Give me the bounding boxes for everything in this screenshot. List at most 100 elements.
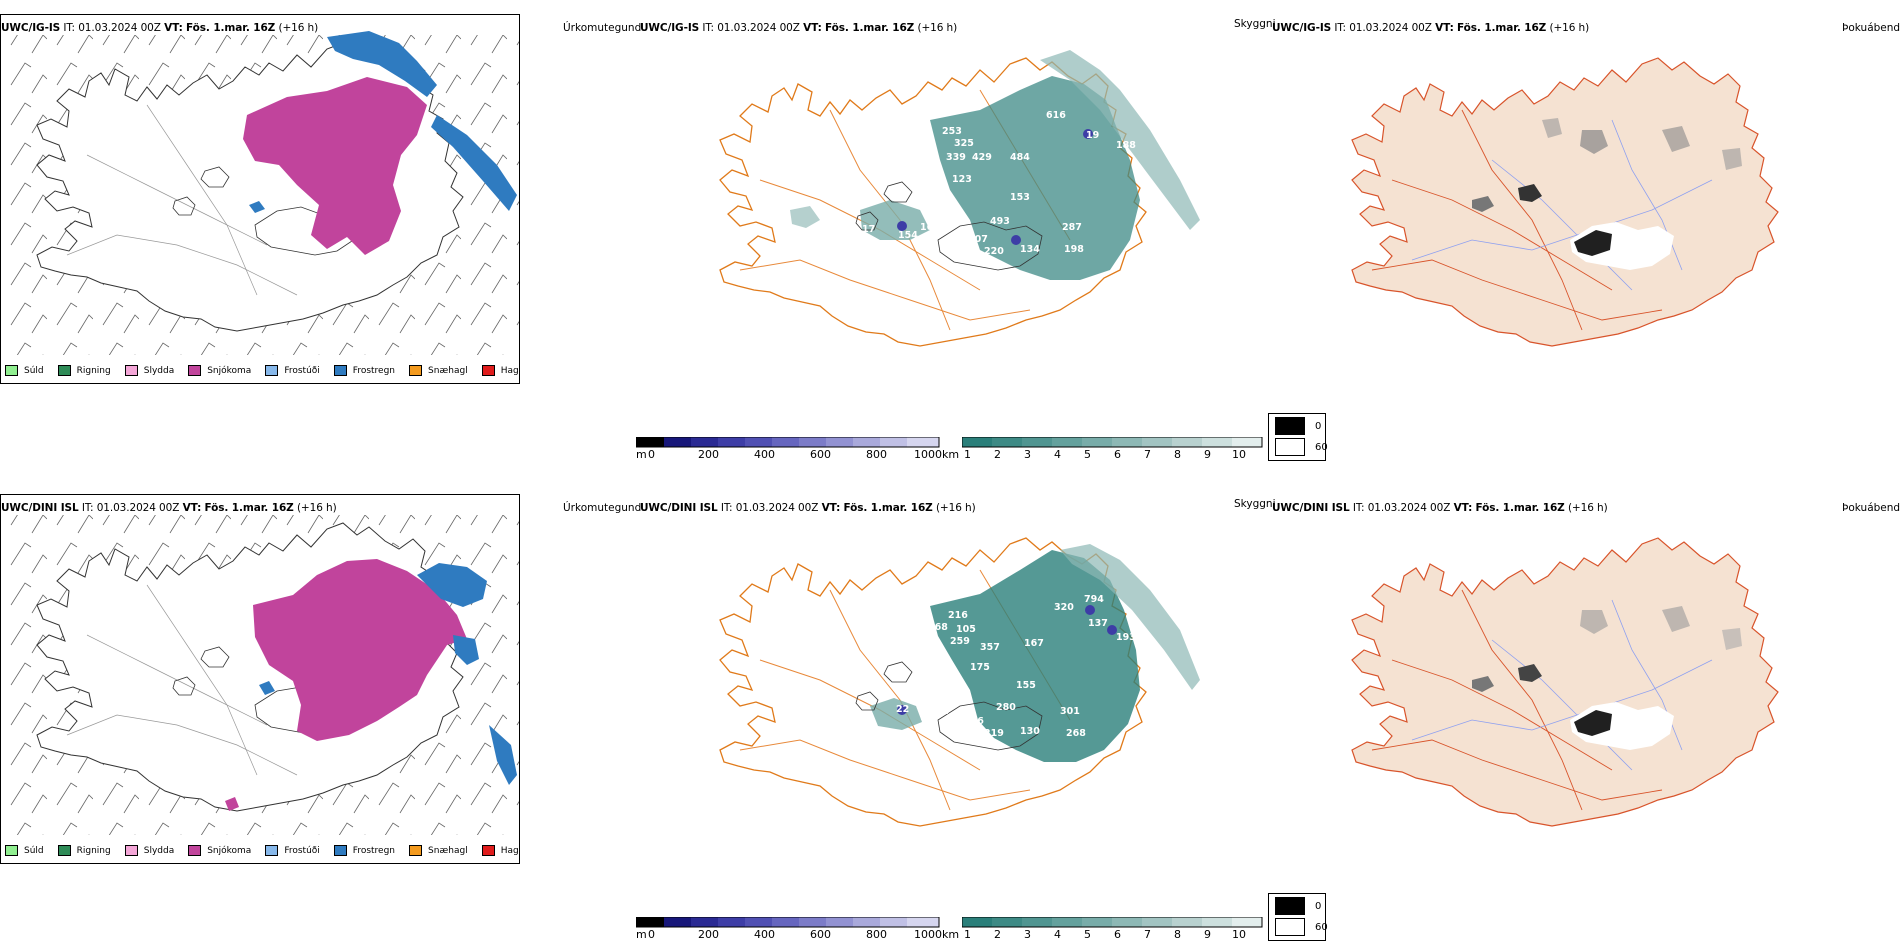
vt-label: VT: bbox=[182, 502, 202, 514]
legend-label: Frostúði bbox=[284, 365, 320, 376]
model-name: UWC/DINI ISL bbox=[640, 502, 718, 514]
vt-label: VT: bbox=[821, 502, 841, 514]
snow-label: 0 bbox=[1315, 900, 1322, 912]
it-value: 01.03.2024 00Z bbox=[735, 502, 819, 514]
legend-swatch bbox=[5, 845, 18, 856]
legend-item: Snæhagl bbox=[409, 845, 468, 856]
vt-value: Fös. 1.mar. 16Z bbox=[204, 502, 294, 514]
colorbar-unit: km bbox=[942, 928, 960, 941]
legend-item: Frostúði bbox=[265, 365, 320, 376]
legend-item: Snjókoma bbox=[188, 845, 251, 856]
cloud-number: 134 bbox=[1020, 244, 1040, 255]
cloud-number: 22 bbox=[896, 704, 909, 715]
cloud-visibility-map-top: 253 325 339 429 484 616 19 188 123 153 4… bbox=[640, 14, 1280, 464]
legend-item: Haglél bbox=[481, 365, 519, 376]
legend-swatch bbox=[57, 365, 71, 376]
low-visibility-area bbox=[930, 76, 1140, 280]
cloud-number: 616 bbox=[1046, 110, 1066, 121]
legend-swatch bbox=[265, 845, 279, 856]
snow-label: 0 bbox=[1315, 420, 1322, 432]
model-name: UWC/DINI ISL bbox=[1272, 502, 1350, 514]
colorbar-tick: 1 bbox=[964, 448, 971, 461]
colorbar-tick: 9 bbox=[1204, 448, 1211, 461]
visibility-colorbar: km 1 2 3 4 5 6 7 8 9 10 bbox=[942, 917, 1272, 943]
legend-swatch bbox=[188, 365, 202, 376]
colorbar-tick: 8 bbox=[1174, 448, 1181, 461]
cloud-number: 287 bbox=[1062, 222, 1082, 233]
legend-item: Rigning bbox=[57, 365, 111, 376]
cloud-number: 153 bbox=[1010, 192, 1030, 203]
it-label: IT: bbox=[1334, 22, 1346, 34]
fog-indicator-map-bottom bbox=[1272, 494, 1900, 914]
cloudbase-bar-graphic bbox=[636, 917, 940, 928]
cloud-number: 17 bbox=[862, 224, 875, 235]
visibility-bar-graphic bbox=[962, 917, 1263, 928]
cloud-map-canvas: 216 768 105 259 357 167 320 794 137 193 … bbox=[719, 537, 1200, 827]
colorbar-tick: 6 bbox=[1114, 928, 1121, 941]
colorbar-tick: 0 bbox=[648, 928, 655, 941]
cloud-number: 220 bbox=[984, 246, 1004, 257]
colorbar-tick: 2 bbox=[994, 448, 1001, 461]
panel-header: UWC/IG-IS IT: 01.03.2024 00Z VT: Fös. 1.… bbox=[640, 22, 957, 34]
lead-time: (+16 h) bbox=[1549, 22, 1590, 34]
legend-label: Súld bbox=[24, 845, 44, 856]
legend-item: Frostúði bbox=[265, 845, 320, 856]
lead-time: (+16 h) bbox=[296, 502, 337, 514]
snow-legend-row: 0 bbox=[1275, 417, 1321, 435]
legend-item: Súld bbox=[5, 365, 44, 376]
cloud-number: 188 bbox=[1116, 140, 1136, 151]
cloudbase-colorbar: m 0 200 400 600 800 1000 bbox=[636, 917, 942, 943]
colorbar-tick: 600 bbox=[810, 448, 831, 461]
snow-label: 60 bbox=[1315, 441, 1328, 453]
cloud-number: 325 bbox=[954, 138, 974, 149]
precip-type-map-top: Súld Rigning Slydda Snjókoma Frostúði Fr… bbox=[0, 14, 520, 384]
colorbar-tick: 8 bbox=[1174, 928, 1181, 941]
legend-item: Slydda bbox=[124, 845, 174, 856]
freezing-rain-area bbox=[327, 31, 437, 97]
low-visibility-area bbox=[930, 550, 1140, 762]
fog-map-canvas bbox=[1351, 57, 1779, 347]
cloud-number: 280 bbox=[996, 702, 1016, 713]
model-name: UWC/IG-IS bbox=[1272, 22, 1332, 34]
cloud-number: 175 bbox=[970, 662, 990, 673]
panel-header: UWC/DINI ISL IT: 01.03.2024 00Z VT: Fös.… bbox=[640, 502, 976, 514]
visibility-bar-graphic bbox=[962, 437, 1263, 448]
snow-swatch bbox=[1275, 918, 1305, 936]
it-label: IT: bbox=[720, 502, 733, 514]
legend-label: Snæhagl bbox=[428, 845, 468, 856]
precip-map-canvas bbox=[1, 515, 519, 835]
legend-swatch bbox=[265, 365, 279, 376]
precip-legend: Súld Rigning Slydda Snjókoma Frostúði Fr… bbox=[5, 365, 519, 376]
vt-value: Fös. 1.mar. 16Z bbox=[843, 502, 933, 514]
colorbar-tick: 4 bbox=[1054, 448, 1061, 461]
vt-value: Fös. 1.mar. 16Z bbox=[185, 22, 276, 34]
lead-time: (+16 h) bbox=[278, 22, 319, 34]
legend-swatch bbox=[333, 845, 347, 856]
panel-title: Skyggni bbox=[1234, 18, 1276, 30]
legend-swatch bbox=[481, 365, 495, 376]
snow-legend: 0 60 bbox=[1268, 893, 1328, 941]
snowfall-area bbox=[253, 559, 467, 741]
colorbar-tick: 5 bbox=[1084, 928, 1091, 941]
cloud-number: 16 bbox=[920, 222, 934, 233]
colorbar-tick: 200 bbox=[698, 448, 719, 461]
cloud-number: 154 bbox=[898, 230, 918, 241]
legend-item: Frostregn bbox=[333, 845, 395, 856]
lead-time: (+16 h) bbox=[1567, 502, 1608, 514]
precip-legend: Súld Rigning Slydda Snjókoma Frostúði Fr… bbox=[5, 845, 519, 856]
colorbar-tick: 200 bbox=[698, 928, 719, 941]
legend-item: Slydda bbox=[124, 365, 174, 376]
cloudbase-colorbar: m 0 200 400 600 800 1000 bbox=[636, 437, 942, 463]
it-label: IT: bbox=[63, 22, 75, 34]
snow-legend-row: 0 bbox=[1275, 897, 1321, 915]
cloud-number: 105 bbox=[956, 624, 976, 635]
it-value: 01.03.2024 00Z bbox=[717, 22, 800, 34]
cloud-number: 159 bbox=[920, 712, 940, 723]
panel-title: Þokuábendi bbox=[1842, 502, 1900, 514]
legend-label: Frostregn bbox=[352, 365, 396, 376]
cloud-number: 429 bbox=[972, 152, 992, 163]
colorbar-tick: 3 bbox=[1024, 928, 1031, 941]
vt-value: Fös. 1.mar. 16Z bbox=[1456, 22, 1547, 34]
legend-label: Snjókoma bbox=[207, 365, 252, 376]
colorbar-tick: 6 bbox=[1114, 448, 1121, 461]
